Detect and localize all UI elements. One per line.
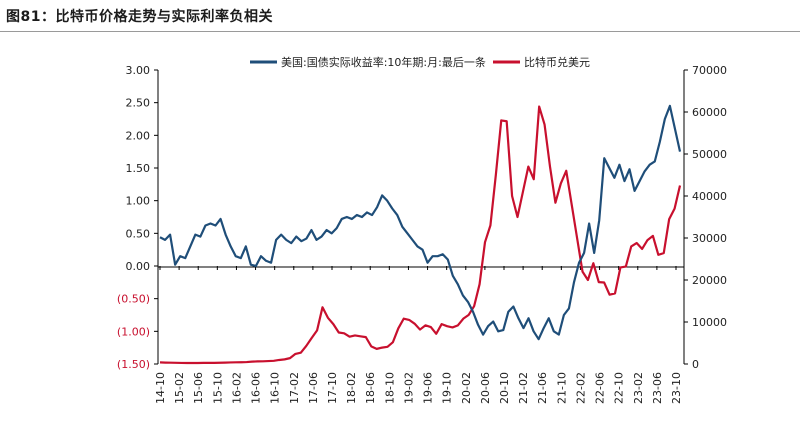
x-tick-label: 21-06: [536, 372, 549, 404]
x-tick-label: 16-02: [230, 372, 243, 404]
left-axis-ticks: 3.00 2.50 2.00 1.50 1.00 0.50 0.00 (0.50) (1.00)…: [117, 64, 158, 371]
legend: 美国:国债实际收益率:10年期:月:最后一条 比特币兑美元: [250, 55, 590, 69]
series-line-real-yield: [159, 104, 682, 341]
x-tick-label: 20-10: [498, 372, 511, 404]
x-tick-label: 19-02: [402, 372, 415, 404]
x-tick-label: 20-06: [479, 372, 492, 404]
right-tick-label: 50000: [692, 148, 727, 161]
x-tick-label: 22-10: [613, 372, 626, 404]
x-axis-ticks: 14-10 15-02 15-06 15-10 16-02 16-06 16-10 17-02…: [154, 266, 683, 404]
figure-title: 图81：比特币价格走势与实际利率负相关: [6, 9, 273, 25]
x-tick-label: 17-06: [307, 372, 320, 404]
x-tick-label: 22-06: [594, 372, 607, 404]
left-tick-label: (1.50): [117, 358, 150, 371]
x-tick-label: 21-10: [555, 372, 568, 404]
left-tick-label: 1.50: [126, 162, 151, 175]
x-tick-label: 17-02: [288, 372, 301, 404]
left-tick-label: (1.00): [117, 325, 150, 338]
series-line-btc: [159, 105, 682, 365]
left-tick-label: 1.00: [126, 195, 151, 208]
right-tick-label: 30000: [692, 232, 727, 245]
title-divider: [0, 31, 800, 32]
left-tick-label: 3.00: [126, 64, 151, 77]
x-tick-label: 15-10: [211, 372, 224, 404]
x-tick-label: 17-10: [326, 372, 339, 404]
left-tick-label: (0.50): [117, 293, 150, 306]
x-tick-label: 19-10: [441, 372, 454, 404]
right-tick-label: 60000: [692, 106, 727, 119]
legend-label-btc: 比特币兑美元: [524, 55, 590, 69]
x-tick-label: 15-06: [192, 372, 205, 404]
x-tick-label: 15-02: [173, 372, 186, 404]
x-tick-label: 22-02: [574, 372, 587, 404]
right-axis-ticks: 70000 60000 50000 40000 30000 20000 10000 0: [684, 64, 727, 371]
left-tick-label: 0.50: [126, 227, 151, 240]
x-tick-label: 16-06: [250, 372, 263, 404]
x-tick-label: 19-06: [422, 372, 435, 404]
right-tick-label: 40000: [692, 190, 727, 203]
x-tick-label: 18-06: [364, 372, 377, 404]
x-tick-label: 21-02: [517, 372, 530, 404]
x-tick-label: 20-02: [460, 372, 473, 404]
x-tick-label: 23-02: [632, 372, 645, 404]
x-tick-label: 14-10: [154, 372, 167, 404]
right-tick-label: 20000: [692, 274, 727, 287]
right-tick-label: 10000: [692, 316, 727, 329]
right-tick-label: 70000: [692, 64, 727, 77]
x-tick-label: 23-06: [651, 372, 664, 404]
right-tick-label: 0: [692, 358, 699, 371]
left-tick-label: 0.00: [126, 260, 151, 273]
x-tick-label: 18-02: [345, 372, 358, 404]
left-tick-label: 2.00: [126, 129, 151, 142]
left-tick-label: 2.50: [126, 97, 151, 110]
x-tick-label: 18-10: [383, 372, 396, 404]
legend-label-real-yield: 美国:国债实际收益率:10年期:月:最后一条: [281, 55, 486, 69]
x-tick-label: 23-10: [670, 372, 683, 404]
x-tick-label: 16-10: [269, 372, 282, 404]
